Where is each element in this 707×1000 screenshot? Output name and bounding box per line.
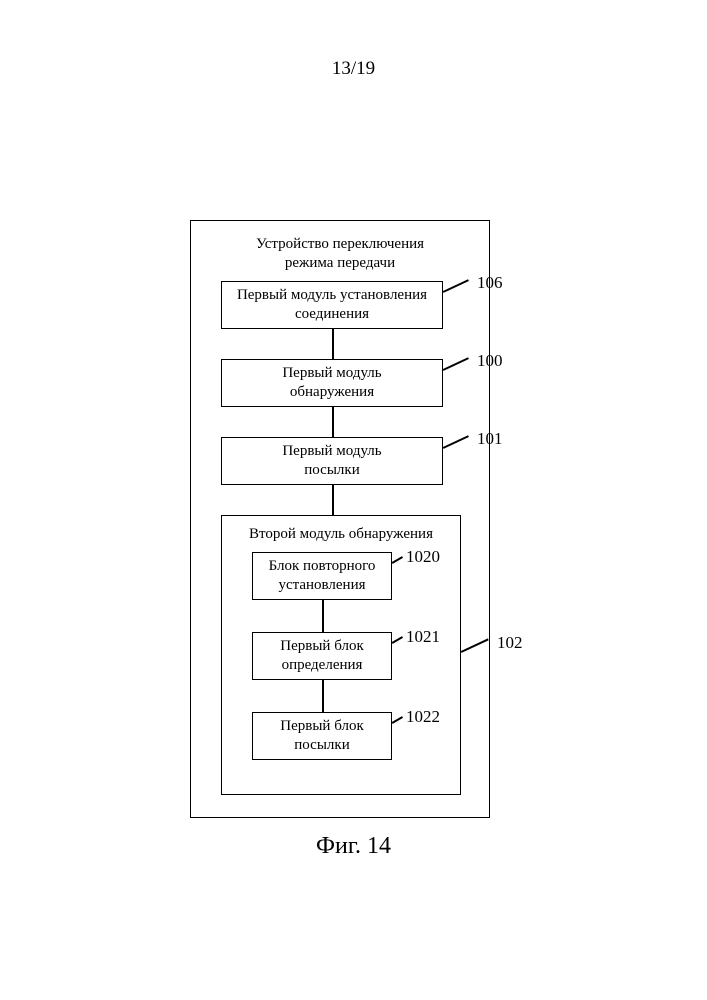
- ref-label-1020: 1020: [406, 547, 440, 567]
- connector-101-102: [332, 485, 334, 515]
- block-1022: Первый блок посылки: [252, 712, 392, 760]
- connector-106-100: [332, 329, 334, 359]
- block-1020-line1: Блок повторного: [269, 558, 376, 574]
- ref-label-100: 100: [477, 351, 503, 371]
- module-101-line2: посылки: [304, 462, 359, 478]
- ref-line-1021: [392, 636, 403, 643]
- module-101-line1: Первый модуль: [282, 443, 381, 459]
- module-100-line2: обнаружения: [290, 384, 374, 400]
- module-106-line1: Первый модуль установления: [237, 287, 427, 303]
- ref-label-106: 106: [477, 273, 503, 293]
- ref-line-100: [443, 357, 469, 370]
- device-title: Устройство переключения режима передачи: [191, 235, 489, 273]
- block-1022-line1: Первый блок: [280, 718, 363, 734]
- device-title-line1: Устройство переключения: [256, 236, 424, 252]
- ref-line-1020: [392, 556, 403, 563]
- connector-100-101: [332, 407, 334, 437]
- ref-label-1021: 1021: [406, 627, 440, 647]
- connector-1020-1021: [322, 600, 324, 632]
- block-1021: Первый блок определения: [252, 632, 392, 680]
- device-diagram: Устройство переключения режима передачи …: [190, 220, 490, 818]
- block-1021-line1: Первый блок: [280, 638, 363, 654]
- ref-label-102: 102: [497, 633, 523, 653]
- ref-line-106: [443, 279, 469, 292]
- module-101: Первый модуль посылки: [221, 437, 443, 485]
- module-102: Второй модуль обнаружения Блок повторног…: [221, 515, 461, 795]
- module-106-line2: соединения: [295, 306, 369, 322]
- page-number: 13/19: [0, 58, 707, 80]
- ref-line-101: [443, 435, 469, 448]
- module-102-title: Второй модуль обнаружения: [222, 526, 460, 543]
- block-1022-line2: посылки: [294, 737, 349, 753]
- ref-label-1022: 1022: [406, 707, 440, 727]
- device-title-line2: режима передачи: [285, 255, 395, 271]
- figure-caption: Фиг. 14: [0, 833, 707, 860]
- ref-line-102: [461, 638, 489, 652]
- connector-1021-1022: [322, 680, 324, 712]
- ref-line-1022: [392, 716, 403, 723]
- ref-label-101: 101: [477, 429, 503, 449]
- module-106: Первый модуль установления соединения: [221, 281, 443, 329]
- module-100-line1: Первый модуль: [282, 365, 381, 381]
- module-100: Первый модуль обнаружения: [221, 359, 443, 407]
- block-1020: Блок повторного установления: [252, 552, 392, 600]
- block-1021-line2: определения: [282, 657, 363, 673]
- block-1020-line2: установления: [278, 577, 365, 593]
